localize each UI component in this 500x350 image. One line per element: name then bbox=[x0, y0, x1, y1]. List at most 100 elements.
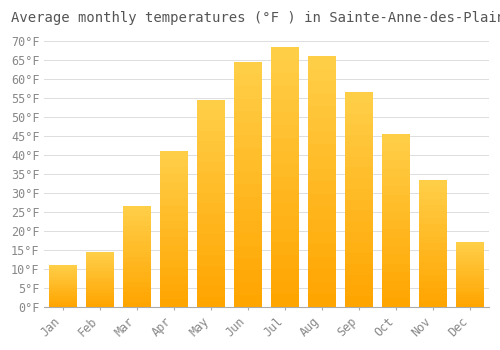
Bar bbox=[308, 219, 336, 232]
Bar bbox=[234, 135, 262, 148]
Bar bbox=[382, 281, 410, 290]
Bar bbox=[420, 231, 447, 237]
Bar bbox=[272, 151, 299, 164]
Bar bbox=[123, 302, 151, 307]
Bar bbox=[49, 301, 77, 303]
Bar bbox=[49, 273, 77, 275]
Bar bbox=[308, 56, 336, 307]
Bar bbox=[346, 156, 373, 167]
Bar bbox=[420, 180, 447, 307]
Bar bbox=[382, 272, 410, 281]
Bar bbox=[234, 197, 262, 209]
Bar bbox=[234, 221, 262, 233]
Bar bbox=[49, 280, 77, 282]
Bar bbox=[123, 252, 151, 257]
Bar bbox=[123, 246, 151, 252]
Bar bbox=[420, 243, 447, 250]
Bar bbox=[86, 274, 114, 276]
Bar bbox=[308, 244, 336, 257]
Bar bbox=[49, 290, 77, 292]
Bar bbox=[197, 131, 225, 141]
Bar bbox=[86, 285, 114, 288]
Bar bbox=[49, 288, 77, 290]
Bar bbox=[86, 260, 114, 263]
Bar bbox=[308, 194, 336, 206]
Bar bbox=[272, 294, 299, 307]
Bar bbox=[272, 242, 299, 255]
Bar bbox=[456, 281, 484, 284]
Bar bbox=[160, 276, 188, 284]
Bar bbox=[420, 192, 447, 199]
Bar bbox=[160, 284, 188, 291]
Bar bbox=[272, 281, 299, 294]
Bar bbox=[308, 94, 336, 106]
Bar bbox=[382, 151, 410, 160]
Bar bbox=[49, 292, 77, 294]
Bar bbox=[456, 265, 484, 268]
Bar bbox=[123, 241, 151, 246]
Bar bbox=[123, 261, 151, 267]
Bar bbox=[308, 106, 336, 119]
Bar bbox=[382, 212, 410, 220]
Bar bbox=[456, 271, 484, 275]
Bar bbox=[346, 296, 373, 307]
Bar bbox=[197, 214, 225, 224]
Bar bbox=[420, 180, 447, 186]
Bar bbox=[272, 99, 299, 112]
Bar bbox=[197, 234, 225, 245]
Bar bbox=[308, 294, 336, 307]
Bar bbox=[308, 182, 336, 194]
Bar bbox=[234, 86, 262, 98]
Bar bbox=[346, 114, 373, 124]
Bar bbox=[308, 269, 336, 282]
Bar bbox=[86, 304, 114, 307]
Bar bbox=[234, 98, 262, 111]
Bar bbox=[49, 269, 77, 271]
Bar bbox=[86, 299, 114, 301]
Bar bbox=[49, 282, 77, 284]
Bar bbox=[272, 72, 299, 86]
Bar bbox=[123, 206, 151, 307]
Bar bbox=[346, 178, 373, 189]
Bar bbox=[272, 216, 299, 229]
Bar bbox=[382, 186, 410, 195]
Bar bbox=[346, 103, 373, 114]
Bar bbox=[86, 276, 114, 279]
Bar bbox=[160, 237, 188, 245]
Bar bbox=[346, 189, 373, 199]
Bar bbox=[346, 232, 373, 243]
Bar bbox=[160, 190, 188, 198]
Bar bbox=[234, 209, 262, 221]
Bar bbox=[346, 124, 373, 135]
Bar bbox=[308, 206, 336, 219]
Bar bbox=[308, 232, 336, 244]
Bar bbox=[123, 236, 151, 242]
Bar bbox=[420, 250, 447, 256]
Bar bbox=[160, 221, 188, 229]
Bar bbox=[123, 221, 151, 226]
Bar bbox=[308, 282, 336, 294]
Bar bbox=[420, 205, 447, 211]
Bar bbox=[346, 210, 373, 221]
Bar bbox=[382, 229, 410, 238]
Bar bbox=[160, 174, 188, 182]
Bar bbox=[420, 211, 447, 218]
Bar bbox=[49, 284, 77, 286]
Bar bbox=[272, 86, 299, 99]
Bar bbox=[49, 271, 77, 273]
Bar bbox=[308, 257, 336, 269]
Bar bbox=[197, 172, 225, 183]
Bar bbox=[234, 123, 262, 135]
Bar bbox=[123, 211, 151, 216]
Bar bbox=[308, 81, 336, 94]
Bar bbox=[346, 264, 373, 275]
Bar bbox=[346, 135, 373, 146]
Bar bbox=[308, 144, 336, 156]
Bar bbox=[420, 237, 447, 243]
Bar bbox=[382, 255, 410, 264]
Bar bbox=[123, 277, 151, 282]
Bar bbox=[346, 286, 373, 296]
Bar bbox=[160, 182, 188, 190]
Bar bbox=[123, 272, 151, 277]
Bar bbox=[420, 294, 447, 301]
